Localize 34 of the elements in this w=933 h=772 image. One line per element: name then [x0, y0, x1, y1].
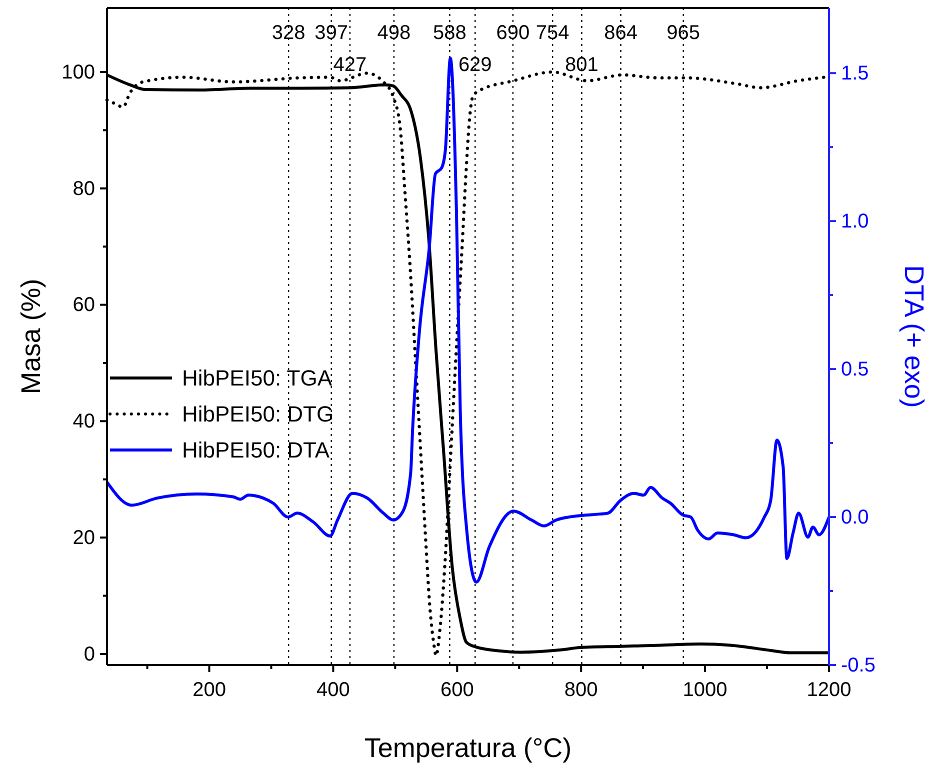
legend-label: HibPEI50: TGA	[182, 366, 332, 391]
ref-line-label: 629	[458, 54, 492, 76]
ref-line-label: 498	[377, 22, 411, 44]
x-tick-label: 800	[564, 679, 598, 701]
y-tick-label: 20	[72, 526, 95, 549]
legend-label: HibPEI50: DTA	[182, 438, 330, 463]
ref-line-label: 690	[496, 22, 530, 44]
y-tick-label: 0	[84, 643, 95, 666]
ref-line-label: 397	[314, 22, 348, 44]
x-tick-label: 1000	[682, 679, 728, 701]
ref-line-label: 864	[604, 22, 638, 44]
ref-line-label: 588	[433, 22, 466, 44]
ref-line-label: 801	[565, 54, 598, 76]
y2-axis-title: DTA (+ exo)	[899, 265, 929, 408]
y-tick-label: 40	[72, 410, 95, 433]
x-tick-label: 400	[316, 679, 350, 701]
y2-tick-label: 0.5	[841, 358, 869, 380]
y-axis-title: Masa (%)	[16, 278, 46, 394]
ref-line-label: 427	[333, 54, 367, 76]
ref-line-label: 754	[536, 22, 570, 44]
y-tick-label: 80	[72, 178, 95, 200]
x-tick-label: 600	[440, 679, 474, 701]
x-tick-label: 200	[192, 679, 226, 701]
ref-line-label: 328	[272, 22, 306, 44]
ref-line-label: 965	[666, 22, 700, 44]
legend-label: HibPEI50: DTG	[182, 402, 334, 427]
x-axis-title: Temperatura (°C)	[364, 733, 572, 763]
y-tick-label: 100	[62, 61, 95, 84]
y2-tick-label: -0.5	[841, 654, 876, 676]
y2-tick-label: 1.0	[841, 210, 869, 232]
y-tick-label: 60	[72, 294, 95, 316]
y2-tick-label: 1.5	[841, 62, 869, 85]
x-tick-label: 1200	[806, 679, 852, 701]
y2-tick-label: 0.0	[841, 506, 869, 528]
